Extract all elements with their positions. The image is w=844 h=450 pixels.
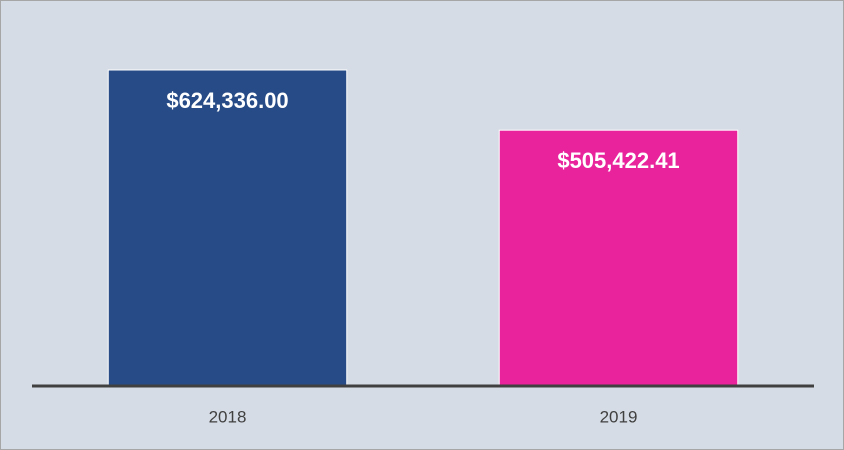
value-label: $624,336.00 (166, 88, 288, 113)
bar (498, 129, 739, 387)
x-tick-label: 2019 (600, 407, 638, 426)
x-tick-label: 2018 (209, 407, 247, 426)
value-label: $505,422.41 (557, 148, 679, 173)
bar (107, 69, 348, 387)
